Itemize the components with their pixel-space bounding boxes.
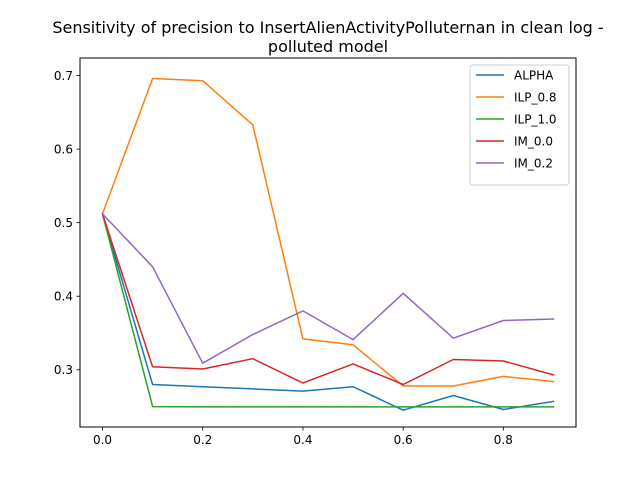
legend-label-0: ALPHA <box>514 69 554 83</box>
series-layer <box>101 77 555 411</box>
series-line-3 <box>101 212 555 386</box>
y-tick-label: 0.7 <box>54 69 73 83</box>
series-line-1 <box>101 77 555 387</box>
x-tick-label: 0.4 <box>293 433 312 447</box>
legend-label-3: IM_0.0 <box>514 135 553 149</box>
series-line-4 <box>101 212 555 364</box>
y-tick-label: 0.6 <box>54 142 73 156</box>
x-tick-label: 0.2 <box>193 433 212 447</box>
legend-box <box>469 64 570 186</box>
y-tick-label: 0.5 <box>54 216 73 230</box>
plot-frame <box>79 57 577 428</box>
x-tick-label: 0.8 <box>494 433 513 447</box>
x-tick-label: 0.0 <box>93 433 112 447</box>
x-axis: 0.0 0.2 0.4 0.6 0.8 <box>93 427 513 447</box>
legend-label-2: ILP_1.0 <box>514 113 557 127</box>
legend-label-1: ILP_0.8 <box>514 91 557 105</box>
series-line-2 <box>101 212 555 408</box>
legend: ALPHA ILP_0.8 ILP_1.0 IM_0.0 IM_0.2 <box>469 64 570 186</box>
y-axis: 0.3 0.4 0.5 0.6 0.7 <box>54 69 80 377</box>
legend-label-4: IM_0.2 <box>514 157 553 171</box>
y-tick-label: 0.3 <box>54 363 73 377</box>
chart-title-line-1: Sensitivity of precision to InsertAlienA… <box>52 18 603 37</box>
y-tick-label: 0.4 <box>54 289 73 303</box>
chart-title-line-2: polluted model <box>268 37 388 56</box>
series-line-0 <box>101 212 555 411</box>
x-tick-label: 0.6 <box>394 433 413 447</box>
